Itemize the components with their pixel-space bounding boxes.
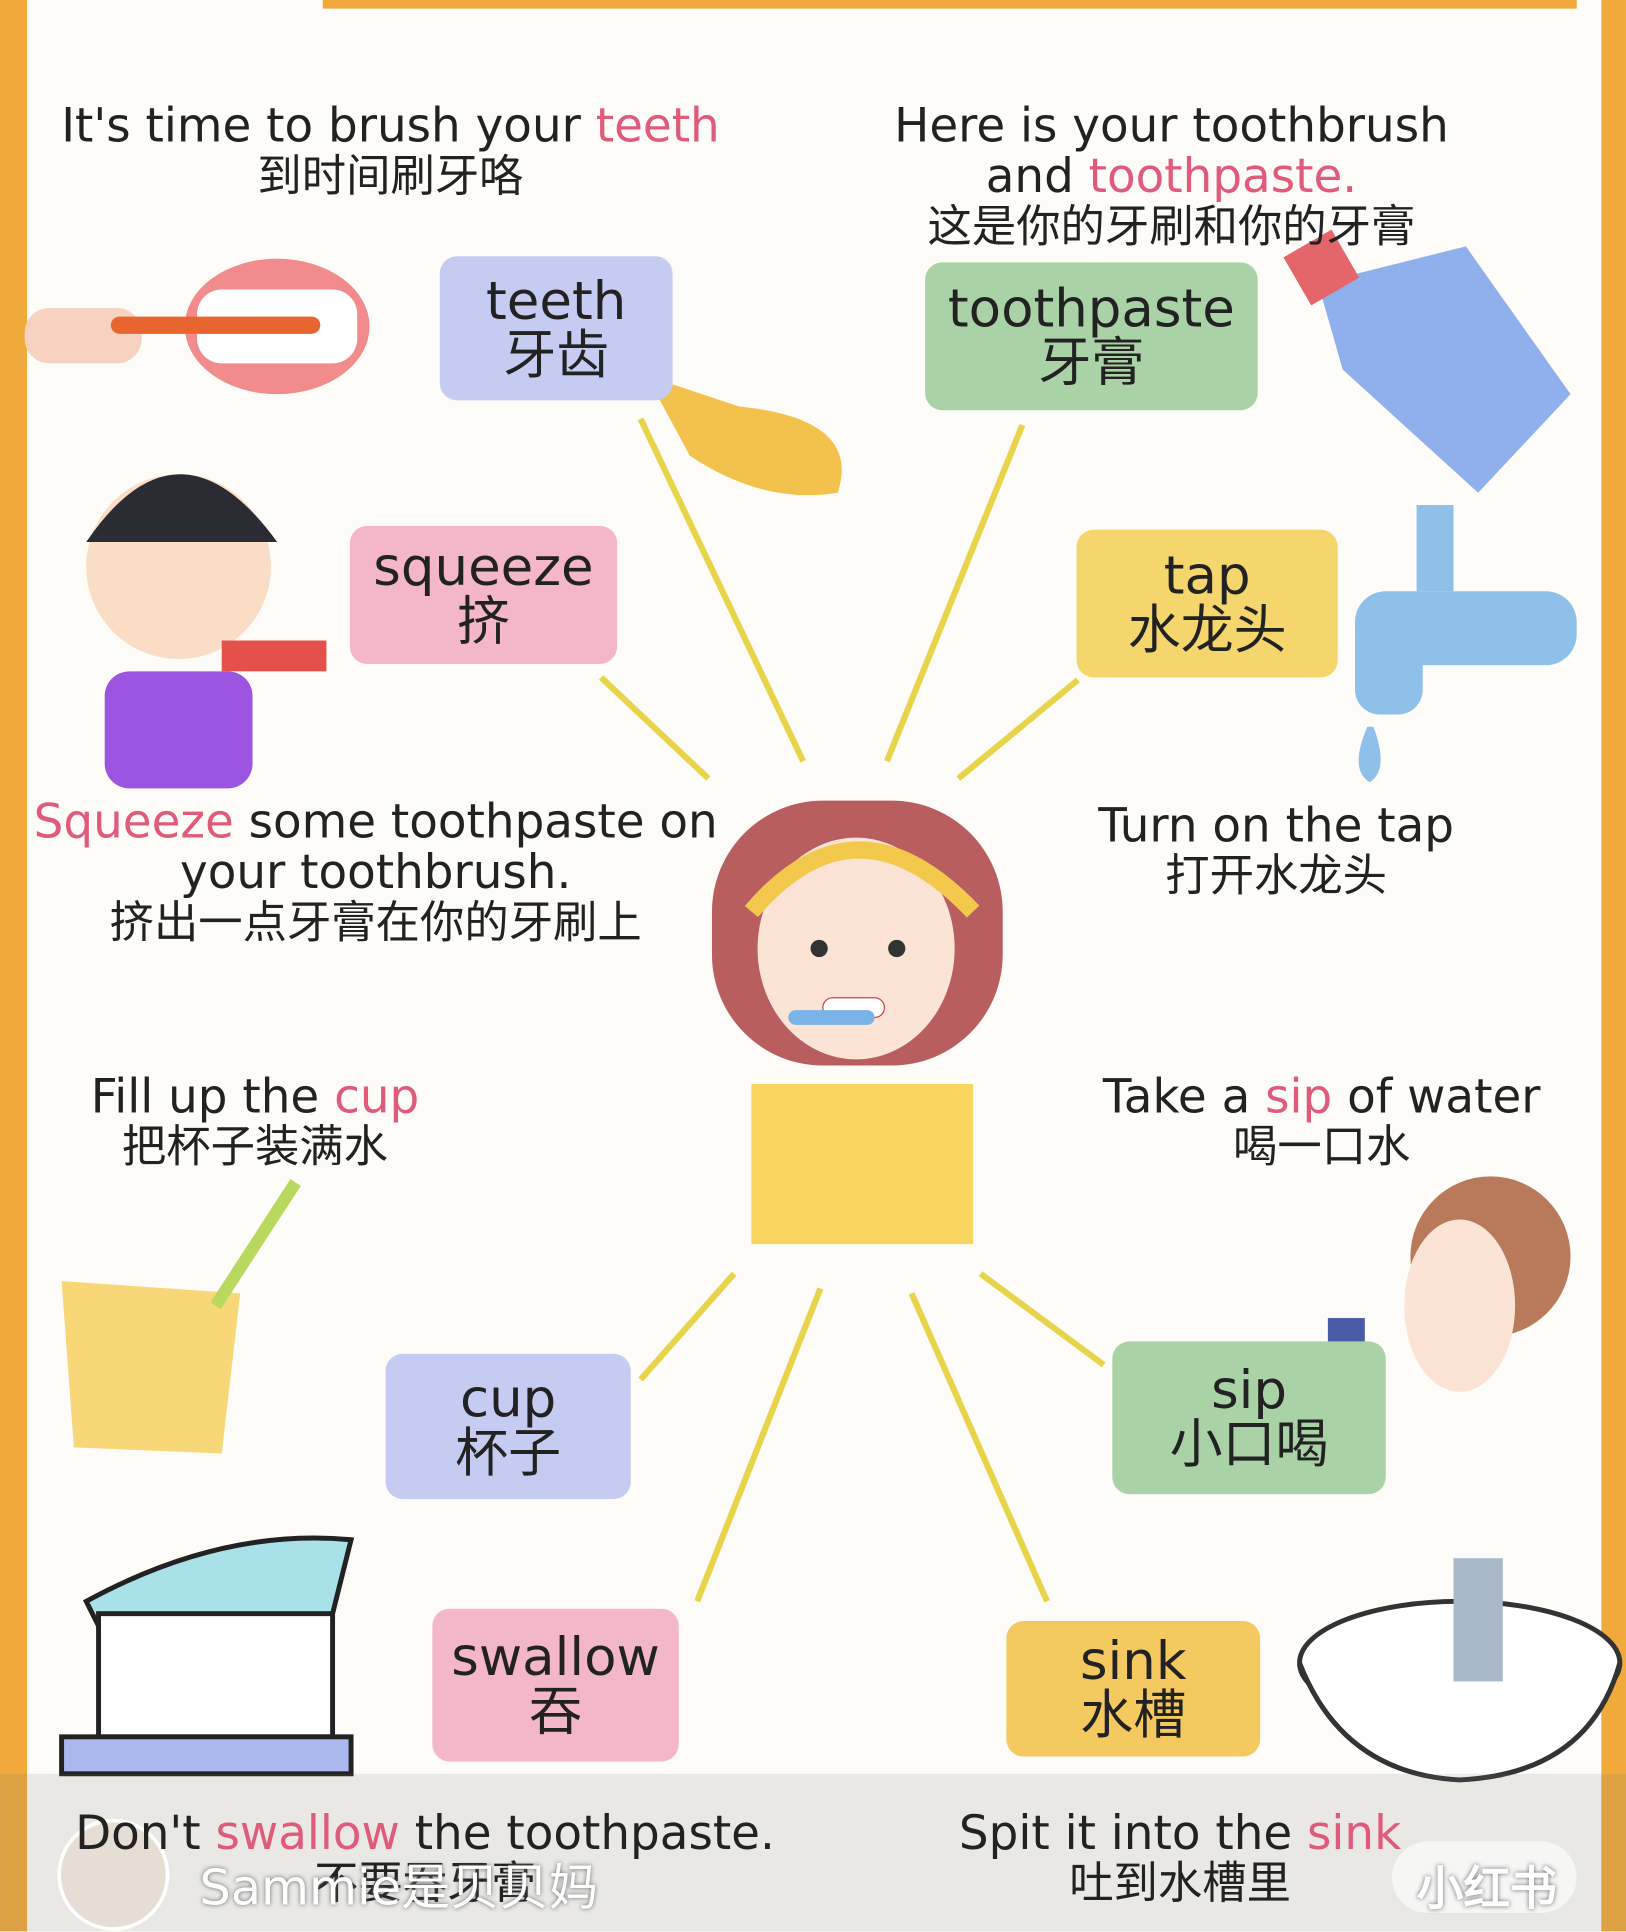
text: Turn on the tap <box>1098 798 1455 853</box>
logo-bg <box>1391 1841 1577 1913</box>
sentence-zh: 挤出一点牙膏在你的牙刷上 <box>109 897 642 949</box>
girl <box>711 800 1003 1245</box>
keyword: sip <box>1265 1069 1333 1124</box>
logo: 小红书 <box>1416 1861 1558 1916</box>
sentence-line: Take a sip of water <box>1102 1069 1541 1124</box>
card-zh: 牙膏 <box>1038 332 1145 395</box>
keyword: teeth <box>595 98 720 153</box>
card-zh: 水龙头 <box>1127 599 1287 662</box>
sentence-line: Fill up the cup <box>90 1069 420 1124</box>
avatar <box>57 1818 170 1931</box>
sentence-line: Squeeze some toothpaste on <box>33 794 718 849</box>
word-card: cup 杯子 <box>385 1353 631 1500</box>
sentence-line: Here is your toothbrush <box>894 98 1449 153</box>
sentence: Turn on the tap 打开水龙头 <box>1098 798 1455 902</box>
sentence-zh: 不要吞牙膏 <box>314 1858 536 1910</box>
card-en: squeeze <box>373 537 594 599</box>
word-card: sink 水槽 <box>1006 1621 1261 1757</box>
text: Fill up the <box>90 1069 335 1124</box>
card-en: cup <box>459 1368 557 1431</box>
cup-icon <box>61 1179 301 1454</box>
word-card: swallow 吞 <box>432 1608 679 1762</box>
sentence-line: It's time to brush your teeth <box>61 98 720 153</box>
toothbrush-icon <box>59 1535 355 1777</box>
text: and <box>985 149 1089 204</box>
sentence-zh: 这是你的牙刷和你的牙膏 <box>927 202 1416 253</box>
sentence-zh: 到时间刷牙咯 <box>257 151 524 203</box>
text: Spit it into the <box>958 1805 1308 1861</box>
text: of water <box>1332 1069 1541 1124</box>
card-en: sip <box>1211 1359 1288 1422</box>
word-card: squeeze 挤 <box>349 525 618 664</box>
text: your toothbrush. <box>180 845 572 900</box>
card-zh: 小口喝 <box>1169 1414 1329 1476</box>
sentence: Squeeze some toothpaste on your toothbrus… <box>33 794 718 949</box>
sentence: Spit it into the sink 吐到水槽里 <box>959 1808 1401 1910</box>
sentence-line: Turn on the tap <box>1098 798 1455 853</box>
text: Here is your toothbrush <box>894 98 1449 153</box>
sentence-line: Spit it into the sink <box>959 1808 1401 1859</box>
author: Sammie是贝贝妈 <box>199 1860 599 1917</box>
overlay <box>0 1773 1626 1932</box>
sentence-line: Don't swallow the toothpaste. <box>75 1808 775 1859</box>
word-card: tap 水龙头 <box>1076 529 1338 678</box>
text: the toothpaste. <box>399 1805 775 1861</box>
rays <box>599 417 1106 1603</box>
card-en: sink <box>1079 1630 1187 1693</box>
word-card: sip 小口喝 <box>1112 1341 1386 1495</box>
frame-right <box>1601 0 1626 1932</box>
sentence: Fill up the cup 把杯子装满水 <box>90 1069 420 1173</box>
card-zh: 吞 <box>529 1681 583 1743</box>
keyword: swallow <box>215 1805 400 1861</box>
boy <box>86 474 327 789</box>
word-card: toothpaste 牙膏 <box>925 262 1258 411</box>
keyword: toothpaste. <box>1088 149 1358 204</box>
sentence-line: your toothbrush. <box>34 847 718 898</box>
frame-top <box>322 0 1577 9</box>
keyword: cup <box>334 1069 420 1124</box>
card-en: swallow <box>451 1627 660 1689</box>
sentence: Here is your toothbrush and toothpaste. 这是… <box>894 98 1449 253</box>
word-card: teeth 牙齿 <box>439 256 673 401</box>
toothpaste-tube <box>1283 229 1571 493</box>
sentence-zh: 打开水龙头 <box>1165 851 1388 902</box>
hand <box>646 375 842 496</box>
text: some toothpaste on <box>233 794 718 849</box>
text: Take a <box>1102 1069 1266 1124</box>
sentence-zh: 吐到水槽里 <box>1069 1858 1291 1910</box>
toothbrush-teeth <box>24 258 370 395</box>
sentence-zh: 喝一口水 <box>1233 1122 1411 1173</box>
text: It's time to brush your <box>61 98 596 153</box>
sink-icon <box>1297 1558 1623 1783</box>
card-zh: 挤 <box>456 591 510 653</box>
card-en: tap <box>1163 545 1251 608</box>
card-zh: 水槽 <box>1080 1685 1187 1747</box>
keyword: Squeeze <box>33 794 234 849</box>
text: Don't <box>75 1805 216 1861</box>
keyword: sink <box>1307 1805 1402 1861</box>
sentence-zh: 把杯子装满水 <box>121 1122 389 1173</box>
sentence: It's time to brush your teeth 到时间刷牙咯 <box>61 98 720 203</box>
tap-icon <box>1354 505 1577 783</box>
card-en: teeth <box>486 270 627 332</box>
frame-left <box>0 0 28 1932</box>
sentence: Don't swallow the toothpaste. 不要吞牙膏 <box>75 1808 775 1910</box>
sentence-line: and toothpaste. <box>894 149 1449 204</box>
sentence: Take a sip of water 喝一口水 <box>1102 1069 1541 1173</box>
card-zh: 牙齿 <box>503 324 610 387</box>
card-zh: 杯子 <box>455 1422 562 1485</box>
card-en: toothpaste <box>947 278 1235 340</box>
